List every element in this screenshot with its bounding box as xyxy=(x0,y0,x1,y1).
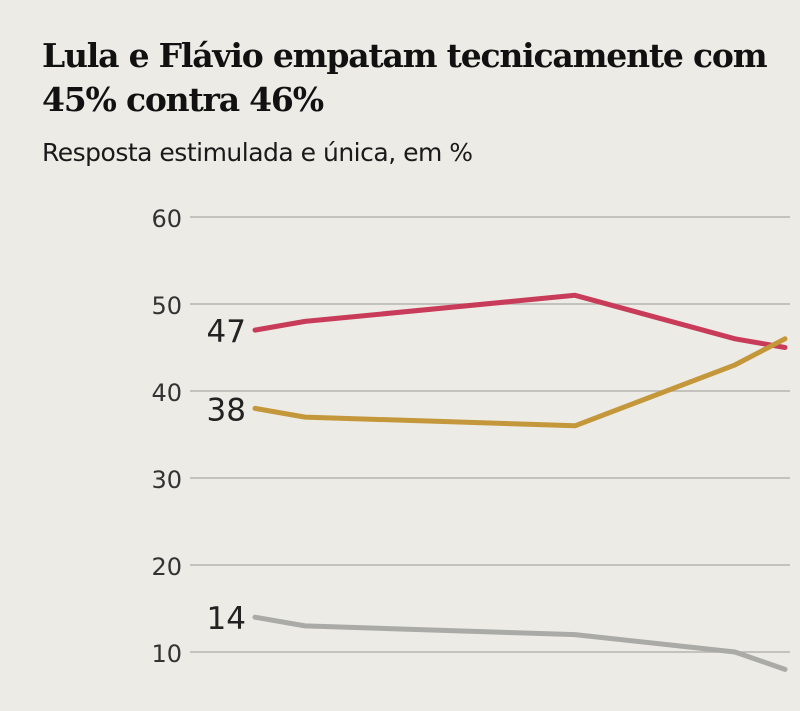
y-tick-label: 60 xyxy=(151,205,182,233)
series-line xyxy=(252,614,788,672)
y-tick-label: 20 xyxy=(151,553,182,581)
y-tick-label: 50 xyxy=(151,292,182,320)
series-line xyxy=(252,336,788,429)
y-tick-label: 10 xyxy=(151,640,182,668)
series-start-label: 38 xyxy=(207,392,246,428)
series-start-label: 47 xyxy=(207,314,246,350)
series-line xyxy=(252,292,788,350)
y-tick-label: 40 xyxy=(151,379,182,407)
chart-subtitle: Resposta estimulada e única, em % xyxy=(42,138,473,167)
chart-title: Lula e Flávio empatam tecnicamente com 4… xyxy=(42,36,768,119)
y-tick-label: 30 xyxy=(151,466,182,494)
series-start-label: 14 xyxy=(207,601,246,637)
